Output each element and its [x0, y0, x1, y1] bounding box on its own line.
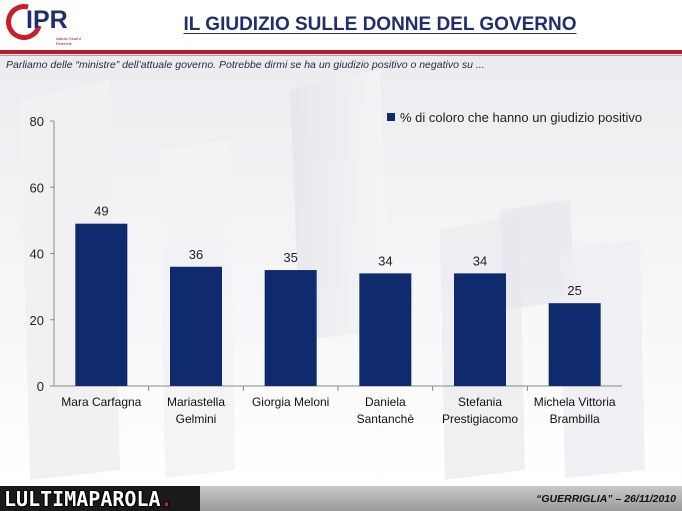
- y-tick-label: 60: [30, 180, 44, 195]
- bar-3: [264, 270, 317, 386]
- category-label: Prestigiacomo: [442, 412, 518, 426]
- legend-label: % di coloro che hanno un giudizio positi…: [400, 110, 643, 125]
- bar-1: [75, 223, 128, 386]
- data-label: 34: [473, 253, 487, 268]
- data-label: 36: [189, 247, 203, 262]
- data-label: 34: [378, 253, 392, 268]
- y-tick-label: 20: [30, 313, 44, 328]
- y-tick-label: 0: [37, 379, 44, 394]
- bar-4: [359, 273, 412, 386]
- category-label: Michela Vittoria: [534, 395, 616, 409]
- brand-box: [0, 486, 200, 511]
- chart-legend: % di coloro che hanno un giudizio positi…: [387, 110, 642, 125]
- brand-logo: LULTIMAPAROLA.: [4, 487, 173, 511]
- brand-prefix: L: [4, 487, 17, 511]
- category-label: Mariastella: [167, 395, 225, 409]
- question-text: Parliamo delle “ministre” dell’attuale g…: [6, 59, 485, 71]
- data-label: 49: [94, 204, 108, 219]
- bar-5: [454, 273, 506, 386]
- category-label: Santanchè: [357, 412, 415, 426]
- page-title: IL GIUDIZIO SULLE DONNE DEL GOVERNO: [183, 14, 577, 35]
- category-label: Gelmini: [176, 412, 217, 426]
- ipr-logo: IPR Istituto Studi e Ricerche: [0, 0, 90, 47]
- brand-main: ULTIMAPAROLA: [16, 487, 161, 511]
- category-label: Giorgia Meloni: [252, 395, 329, 409]
- y-tick-label: 40: [30, 247, 44, 262]
- category-label: Daniela: [365, 395, 406, 409]
- data-label: 35: [283, 250, 297, 265]
- data-label: 25: [567, 283, 581, 298]
- y-tick-label: 80: [30, 114, 44, 129]
- logo-subtext: Istituto Studi e Ricerche: [56, 36, 82, 46]
- bar-2: [170, 266, 222, 386]
- header-divider-thin: [0, 55, 682, 56]
- source-credit: “GUERRIGLIA” – 26/11/2010: [536, 493, 676, 505]
- brand-dot: .: [160, 487, 173, 511]
- legend-swatch: [387, 113, 395, 121]
- category-label: Mara Carfagna: [61, 395, 141, 409]
- bar-6: [548, 303, 601, 386]
- category-label: Stefania: [458, 395, 502, 409]
- header-divider: [0, 50, 682, 54]
- logo-text: IPR: [26, 6, 68, 34]
- category-label: Brambilla: [550, 412, 600, 426]
